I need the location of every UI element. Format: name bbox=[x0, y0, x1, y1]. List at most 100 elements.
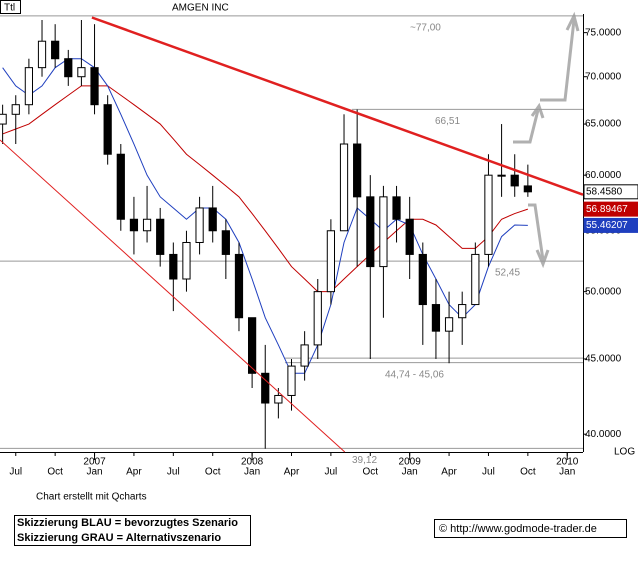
candle-body bbox=[523, 185, 532, 193]
x-tick-label: Jan bbox=[244, 467, 260, 478]
candle-body bbox=[129, 218, 139, 232]
x-tick-label: Jan bbox=[559, 467, 575, 478]
candle-body bbox=[300, 344, 309, 367]
candle-body bbox=[444, 317, 454, 332]
chart-title: AMGEN INC bbox=[172, 3, 229, 14]
y-tick-label: 50.0000 bbox=[585, 286, 622, 297]
x-tick-label: Apr bbox=[126, 467, 142, 478]
y-tick-label: 60.0000 bbox=[585, 170, 622, 181]
x-tick-label: Jul bbox=[167, 467, 180, 478]
candle-body bbox=[208, 207, 217, 232]
candle-body bbox=[326, 230, 336, 293]
value-tag bbox=[583, 184, 638, 200]
candle-body bbox=[116, 153, 125, 220]
y-tick-label: 65.0000 bbox=[585, 119, 622, 130]
series-line bbox=[2, 58, 528, 374]
candle-body bbox=[353, 143, 362, 198]
arrow-head bbox=[535, 249, 550, 269]
plot bbox=[0, 15, 584, 453]
year-label: 2009 bbox=[399, 457, 422, 468]
level-label: 44,74 - 45,06 bbox=[385, 369, 444, 380]
trendline bbox=[0, 139, 346, 453]
candle-body bbox=[458, 304, 467, 319]
year-label: 2010 bbox=[556, 457, 579, 468]
x-tick-label: Jan bbox=[402, 467, 418, 478]
candle-body bbox=[405, 218, 414, 255]
x-tick-label: Apr bbox=[441, 467, 457, 478]
scenario-arrows bbox=[513, 11, 580, 269]
candle-body bbox=[51, 40, 60, 60]
candle-body bbox=[392, 196, 401, 220]
candle-body bbox=[142, 218, 152, 232]
arrow bbox=[513, 109, 540, 144]
y-tick-label: 70.0000 bbox=[585, 71, 622, 82]
candle-body bbox=[77, 67, 86, 78]
scale-label: LOG bbox=[614, 447, 635, 458]
note-grey: Skizzierung GRAU = Alternativszenario bbox=[17, 532, 221, 544]
candle-body bbox=[182, 241, 191, 280]
source-box bbox=[434, 519, 627, 538]
x-tick-label: Jul bbox=[9, 467, 22, 478]
x-tick-label: Apr bbox=[284, 467, 300, 478]
x-tick-label: Oct bbox=[520, 467, 536, 478]
level-label: 66,51 bbox=[435, 116, 460, 127]
x-tick-label: Oct bbox=[363, 467, 379, 478]
year-label: 2007 bbox=[83, 457, 106, 468]
candle-body bbox=[431, 304, 441, 332]
year-label: 2008 bbox=[241, 457, 264, 468]
candle-body bbox=[379, 196, 388, 268]
value-tag-label: 55.46207 bbox=[586, 220, 628, 231]
tag: Ttl bbox=[4, 3, 15, 14]
candle-body bbox=[274, 394, 283, 404]
x-tick-label: Oct bbox=[205, 467, 221, 478]
candle-body bbox=[471, 253, 480, 306]
arrow-head bbox=[530, 102, 545, 119]
series-line bbox=[2, 85, 529, 293]
candle-body bbox=[313, 291, 322, 346]
candle-body bbox=[0, 113, 7, 125]
value-tag bbox=[583, 201, 638, 217]
candle-body bbox=[234, 253, 244, 319]
arrow bbox=[528, 203, 545, 261]
source: © http://www.godmode-trader.de bbox=[439, 523, 597, 535]
value-tag-label: 58.4580 bbox=[586, 186, 623, 197]
candle-body bbox=[247, 317, 257, 374]
y-tick-label: 75.0000 bbox=[585, 27, 622, 38]
arrow bbox=[540, 19, 576, 102]
candle-body bbox=[11, 104, 20, 115]
credit: Chart erstellt mit Qcharts bbox=[36, 492, 147, 503]
candle-body bbox=[64, 58, 73, 78]
x-tick-label: Jul bbox=[324, 467, 337, 478]
tag-box bbox=[0, 0, 21, 14]
candle-body bbox=[195, 207, 204, 243]
note-blue: Skizzierung BLAU = bevorzugtes Szenario bbox=[17, 517, 238, 529]
candle-body bbox=[221, 230, 230, 255]
candle-body bbox=[366, 196, 375, 268]
candle-body bbox=[287, 365, 296, 396]
candle-body bbox=[339, 143, 349, 232]
level-label: 39,12 bbox=[352, 455, 377, 466]
x-tick-label: Jul bbox=[482, 467, 495, 478]
candle-body bbox=[261, 372, 270, 404]
y-tick-label: 40.0000 bbox=[585, 429, 622, 440]
y-tick-label: 45.0000 bbox=[585, 354, 622, 365]
candle-body bbox=[497, 174, 506, 177]
candle-body bbox=[169, 253, 178, 280]
level-label: 52,45 bbox=[495, 268, 520, 279]
trendline bbox=[91, 16, 584, 196]
candle-body bbox=[418, 253, 427, 306]
candle-body bbox=[103, 104, 112, 155]
value-tag bbox=[583, 217, 638, 233]
value-tag-label: 56.89467 bbox=[586, 204, 628, 215]
level-label: ~77,00 bbox=[410, 22, 441, 33]
candle-body bbox=[24, 67, 33, 106]
candle-body bbox=[156, 218, 165, 255]
legend-box bbox=[14, 515, 251, 546]
candle-body bbox=[37, 40, 47, 69]
candle-body bbox=[484, 174, 493, 255]
x-tick-label: Oct bbox=[47, 467, 63, 478]
candle-body bbox=[90, 67, 99, 106]
x-tick-label: Jan bbox=[86, 467, 102, 478]
